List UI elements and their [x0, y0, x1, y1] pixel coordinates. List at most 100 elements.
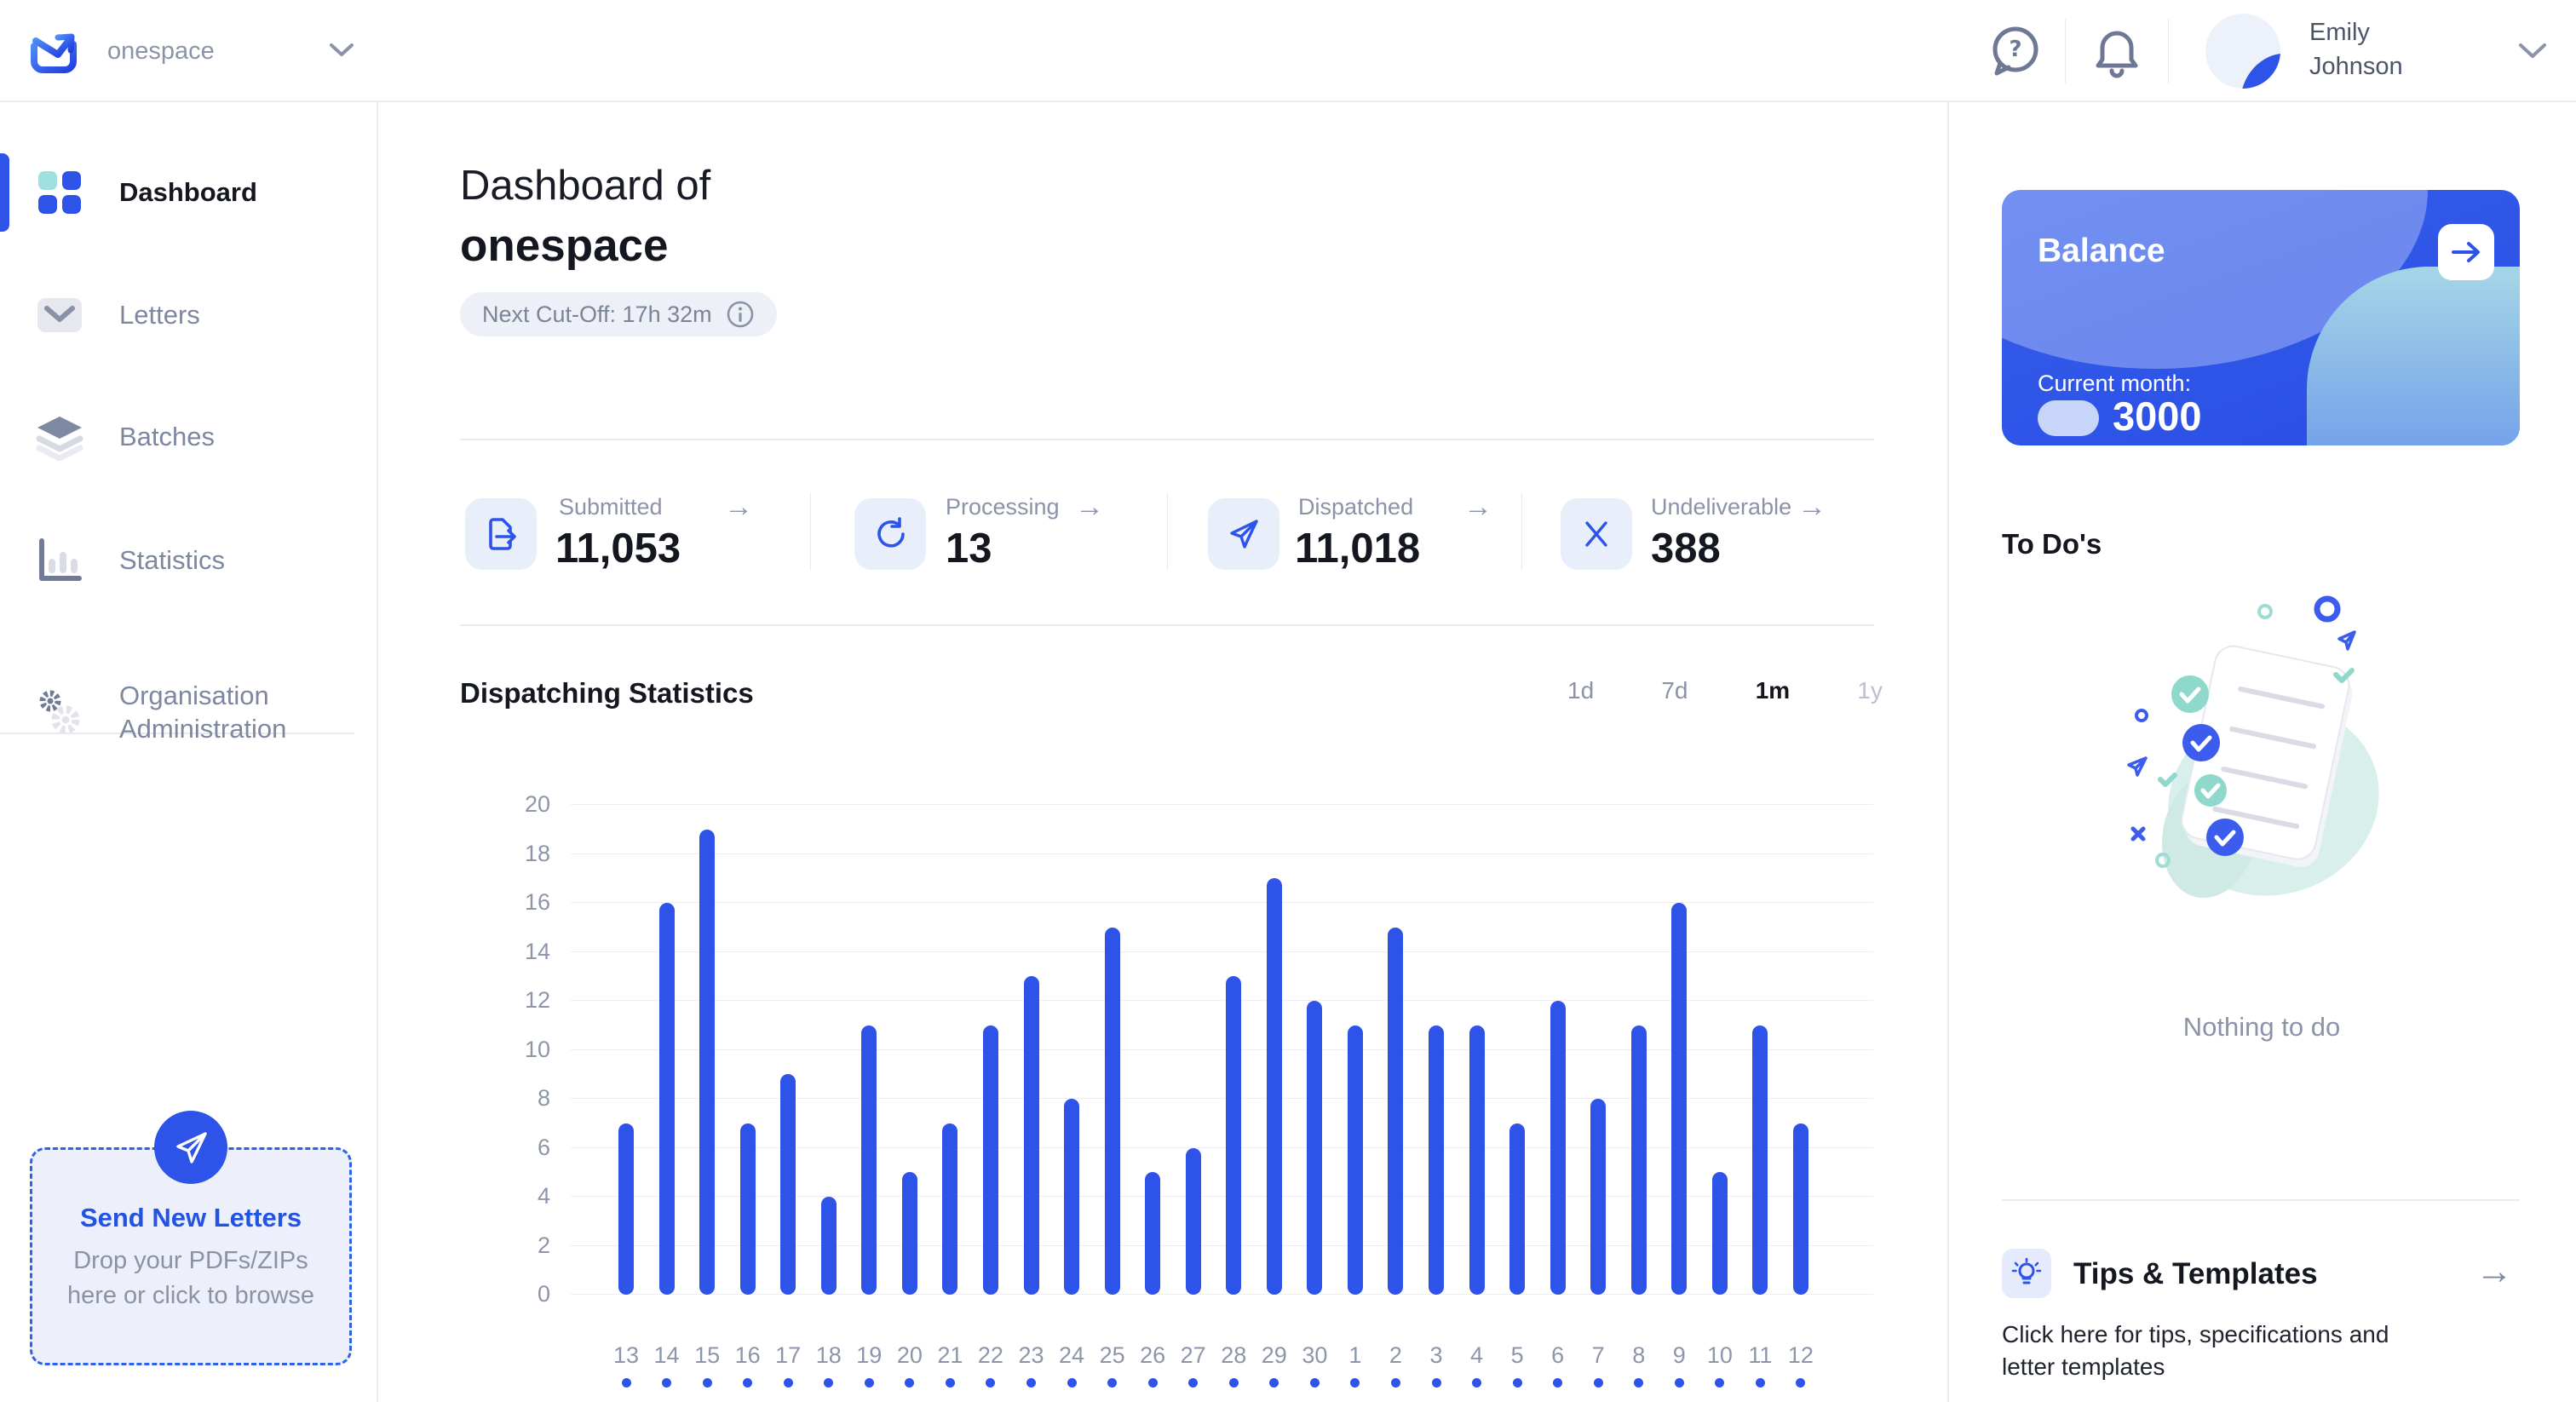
- x-axis-tick-label: 23: [1018, 1342, 1044, 1368]
- x-axis-dot: [1188, 1378, 1199, 1388]
- divider: [2002, 1199, 2520, 1201]
- bar-day-10: [1711, 1172, 1728, 1295]
- check-circles: [2171, 675, 2244, 856]
- balance-amount: 3000: [2113, 394, 2202, 439]
- x-axis-dot: [824, 1378, 834, 1388]
- x-axis-dot: [1553, 1378, 1563, 1388]
- x-axis-tick-label: 24: [1059, 1342, 1085, 1368]
- gridline: 16: [525, 889, 1873, 915]
- info-icon[interactable]: [726, 300, 755, 329]
- cutoff-badge: Next Cut-Off: 17h 32m: [460, 292, 777, 336]
- x-axis-tick-label: 20: [896, 1342, 923, 1368]
- x-axis-tick-label: 16: [734, 1342, 761, 1368]
- stat-value: 11,018: [1295, 526, 1421, 572]
- stat-arrow-icon[interactable]: →: [1463, 491, 1492, 523]
- stat-arrow-icon[interactable]: →: [1075, 491, 1104, 523]
- notifications-button[interactable]: [2085, 20, 2148, 83]
- stat-arrow-icon[interactable]: →: [1797, 491, 1826, 523]
- todos-empty-text: Nothing to do: [2182, 1012, 2341, 1042]
- stat-separator: [810, 492, 811, 571]
- x-axis-dot: [1593, 1378, 1603, 1388]
- bar-day-16: [739, 1123, 756, 1295]
- active-indicator: [0, 153, 9, 232]
- bar-day-13: [618, 1123, 634, 1295]
- balance-title: Balance: [2038, 233, 2165, 269]
- bar-day-28: [1226, 976, 1242, 1295]
- bar-day-20: [901, 1172, 917, 1295]
- bar-day-25: [1104, 927, 1120, 1295]
- paper-plane-icon: [1208, 498, 1279, 570]
- brand-chevron-down-icon[interactable]: [329, 43, 354, 62]
- bar-chart-icon: [36, 537, 83, 584]
- svg-text:?: ?: [2009, 37, 2021, 62]
- x-axis-tick-label: 17: [775, 1342, 802, 1368]
- brand-name: onespace: [107, 37, 215, 65]
- bar-day-30: [1307, 1001, 1323, 1295]
- chart-title: Dispatching Statistics: [460, 677, 754, 709]
- stat-label: Dispatched: [1298, 494, 1414, 520]
- bar-day-29: [1266, 878, 1282, 1295]
- bar-day-24: [1064, 1099, 1080, 1295]
- stat-label: Submitted: [559, 494, 663, 520]
- page-title-org: onespace: [460, 221, 669, 271]
- bar-day-22: [982, 1025, 998, 1295]
- arrow-right-icon: [2452, 242, 2480, 262]
- bar-day-3: [1429, 1025, 1444, 1295]
- upload-title: Send New Letters: [79, 1203, 302, 1232]
- gridline: 2: [538, 1232, 1873, 1258]
- gridline: 4: [538, 1183, 1873, 1209]
- bar-day-27: [1185, 1147, 1201, 1295]
- decorations: [2127, 595, 2356, 868]
- sidebar-item-statistics[interactable]: Statistics: [0, 521, 378, 600]
- help-bubble-icon: ?: [1992, 26, 2038, 76]
- x-axis-dot: [1634, 1378, 1644, 1388]
- file-export-icon: [465, 498, 537, 570]
- sidebar-item-organisation-administration[interactable]: Organisation Administration: [0, 661, 378, 763]
- bar-day-4: [1469, 1025, 1485, 1295]
- help-button[interactable]: ?: [1983, 20, 2046, 83]
- y-axis-tick-label: 4: [537, 1183, 550, 1209]
- bar-day-21: [942, 1123, 958, 1295]
- y-axis-tick-label: 16: [524, 889, 550, 915]
- x-axis-dot: [702, 1378, 712, 1388]
- x-axis-dot: [864, 1378, 874, 1388]
- panel-divider: [1947, 102, 1949, 1402]
- balance-card: Balance Current month: 3000: [2002, 190, 2520, 445]
- user-menu-chevron-down-icon[interactable]: [2518, 43, 2547, 64]
- upload-subtitle: Drop your PDFs/ZIPs here or click to bro…: [66, 1247, 315, 1309]
- x-axis-tick-label: 6: [1551, 1342, 1565, 1368]
- x-axis-dot: [621, 1378, 631, 1388]
- x-axis-tick-label: 15: [694, 1342, 721, 1368]
- stat-label: Undeliverable: [1651, 494, 1792, 520]
- x-axis-tick-label: 10: [1706, 1342, 1733, 1368]
- x-axis-dot: [905, 1378, 915, 1388]
- sidebar-item-label: Statistics: [119, 545, 226, 575]
- range-1m[interactable]: 1m: [1755, 677, 1791, 704]
- sidebar-item-letters[interactable]: Letters: [0, 276, 378, 354]
- gridline: 20: [525, 791, 1873, 817]
- sidebar-item-batches[interactable]: Batches: [0, 398, 378, 476]
- range-1d[interactable]: 1d: [1567, 677, 1595, 704]
- sidebar-item-label: Batches: [119, 422, 216, 451]
- x-axis-dot: [945, 1378, 955, 1388]
- x-axis-dot: [1512, 1378, 1522, 1388]
- range-7d[interactable]: 7d: [1661, 677, 1688, 704]
- range-1y[interactable]: 1y: [1857, 677, 1883, 704]
- stat-arrow-icon[interactable]: →: [724, 491, 753, 523]
- sidebar-item-label: Dashboard: [119, 177, 257, 207]
- x-axis-tick-label: 4: [1470, 1342, 1484, 1368]
- x-axis-dot: [1755, 1378, 1765, 1388]
- brand-logo[interactable]: [26, 22, 82, 78]
- x-axis-tick-label: 18: [815, 1342, 842, 1368]
- dashboard-grid-icon: [36, 169, 83, 216]
- x-axis-dot: [783, 1378, 793, 1388]
- bar-day-14: [658, 903, 675, 1295]
- sidebar-item-dashboard[interactable]: Dashboard: [0, 153, 378, 232]
- send-letters-button[interactable]: [154, 1111, 227, 1184]
- x-axis-dot: [986, 1378, 996, 1388]
- avatar[interactable]: [2205, 14, 2280, 89]
- sidebar-item-label: Organisation Administration: [119, 681, 287, 744]
- balance-arrow-button[interactable]: [2438, 224, 2494, 280]
- x-axis-dot: [1147, 1378, 1158, 1388]
- gridline: 18: [525, 841, 1873, 866]
